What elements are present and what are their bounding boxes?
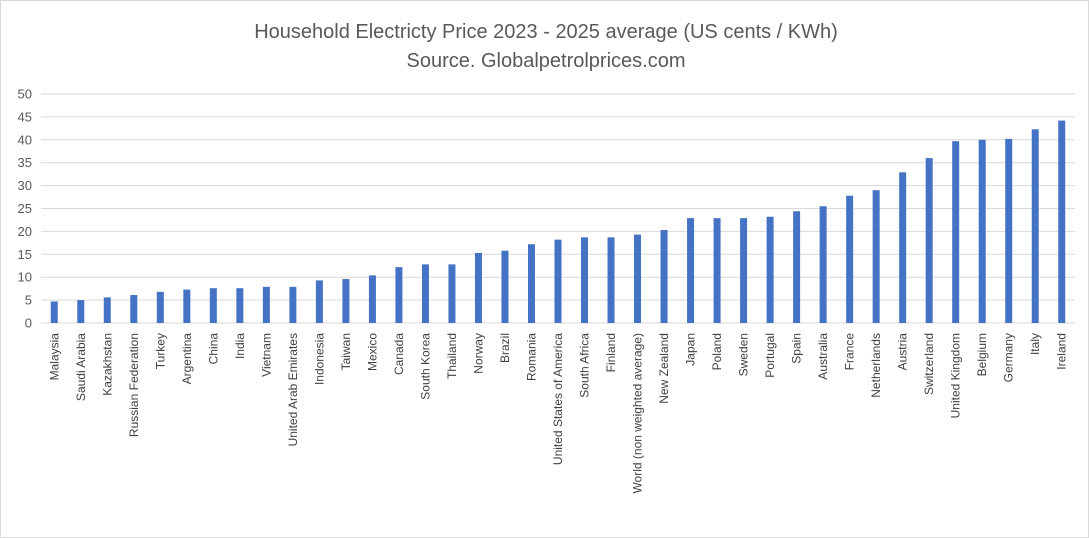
x-tick-label: New Zealand (657, 333, 671, 404)
x-tick-label: Spain (790, 333, 804, 364)
x-tick-label: Canada (392, 333, 406, 375)
x-tick-label: Romania (524, 333, 538, 381)
bar-spain (793, 211, 801, 323)
chart-title: Household Electricty Price 2023 - 2025 a… (254, 21, 838, 43)
bar-poland (713, 218, 721, 323)
y-tick-label-5: 5 (25, 293, 32, 308)
bar-china (209, 288, 217, 323)
x-tick-label: Portugal (763, 333, 777, 378)
bar-india (236, 288, 244, 323)
x-tick-label: Belgium (975, 333, 989, 376)
y-tick-label-10: 10 (18, 270, 32, 285)
y-tick-label-15: 15 (18, 247, 32, 262)
bar-saudi-arabia (77, 300, 85, 323)
y-tick-label-25: 25 (18, 201, 32, 216)
bar-indonesia (315, 280, 323, 323)
x-tick-label: Norway (471, 333, 485, 374)
bar-canada (395, 267, 403, 323)
y-tick-label-50: 50 (18, 87, 32, 102)
bar-netherlands (872, 190, 880, 323)
x-tick-label: Malaysia (47, 333, 61, 381)
y-tick-label-0: 0 (25, 316, 32, 331)
bar-germany (1005, 138, 1013, 323)
bar-united-states-of-america (554, 239, 562, 323)
x-tick-label: Vietnam (259, 333, 273, 377)
x-tick-label: Turkey (153, 333, 167, 369)
bars (50, 120, 1066, 324)
bar-argentina (183, 289, 191, 323)
x-tick-label: Germany (1002, 333, 1016, 382)
x-tick-label: Thailand (445, 333, 459, 379)
x-tick-label: Russian Federation (127, 333, 141, 437)
bar-portugal (766, 216, 774, 323)
bar-norway (474, 252, 482, 323)
bar-south-africa (581, 237, 589, 323)
x-axis-labels: Malaysia Saudi Arabia Kazakhstan Russian Fe… (47, 333, 1068, 494)
x-tick-label: United Kingdom (949, 333, 963, 418)
bar-italy (1031, 129, 1039, 323)
x-tick-label: United Arab Emirates (286, 333, 300, 446)
bar-finland (607, 237, 615, 323)
bar-world-non-weighted-average (634, 234, 642, 323)
bar-turkey (156, 291, 164, 323)
bar-united-kingdom (952, 141, 960, 323)
y-axis-ticks: 0 5 10 15 20 25 30 35 40 45 50 (18, 87, 32, 331)
x-tick-label: Sweden (737, 333, 751, 376)
y-tick-label-40: 40 (18, 132, 32, 147)
bar-vietnam (262, 286, 270, 323)
bar-japan (687, 218, 695, 323)
x-tick-label: Argentina (180, 333, 194, 385)
bar-south-korea (421, 264, 429, 323)
bar-taiwan (342, 279, 350, 323)
bar-malaysia (50, 301, 58, 323)
x-tick-label: United States of America (551, 333, 565, 465)
x-tick-label: Kazakhstan (100, 333, 114, 396)
x-tick-label: Indonesia (312, 333, 326, 385)
bar-austria (899, 172, 907, 323)
x-tick-label: Netherlands (869, 333, 883, 398)
x-tick-label: France (843, 333, 857, 371)
x-tick-label: South Korea (418, 333, 432, 400)
bar-romania (527, 244, 535, 323)
x-tick-label: South Africa (578, 333, 592, 398)
x-tick-label: Switzerland (922, 333, 936, 395)
bar-russian-federation (130, 295, 138, 323)
bar-ireland (1058, 120, 1066, 324)
x-tick-label: Mexico (365, 333, 379, 371)
x-tick-label: World (non weighted average) (631, 333, 645, 494)
x-tick-label: Japan (684, 333, 698, 366)
bar-france (846, 195, 854, 323)
x-tick-label: Australia (816, 333, 830, 380)
y-tick-label-45: 45 (18, 109, 32, 124)
bar-kazakhstan (103, 297, 111, 323)
x-tick-label: Austria (896, 333, 910, 371)
x-tick-label: Brazil (498, 333, 512, 363)
bar-mexico (368, 275, 376, 323)
x-tick-label: Finland (604, 333, 618, 372)
x-tick-label: Italy (1028, 333, 1042, 355)
bar-australia (819, 206, 827, 323)
bar-new-zealand (660, 230, 668, 323)
chart-subtitle: Source. Globalpetrolprices.com (406, 50, 685, 72)
y-tick-label-20: 20 (18, 224, 32, 239)
bar-brazil (501, 250, 509, 323)
x-tick-label: Taiwan (339, 333, 353, 370)
bar-united-arab-emirates (289, 286, 297, 323)
x-tick-label: China (206, 333, 220, 365)
bar-belgium (978, 139, 986, 323)
bar-sweden (740, 218, 748, 323)
y-tick-label-35: 35 (18, 155, 32, 170)
x-tick-label: Ireland (1055, 333, 1069, 370)
x-tick-label: Poland (710, 333, 724, 370)
bar-thailand (448, 264, 456, 323)
x-tick-label: India (233, 333, 247, 359)
bar-switzerland (925, 158, 933, 323)
y-tick-label-30: 30 (18, 178, 32, 193)
x-tick-label: Saudi Arabia (74, 333, 88, 401)
